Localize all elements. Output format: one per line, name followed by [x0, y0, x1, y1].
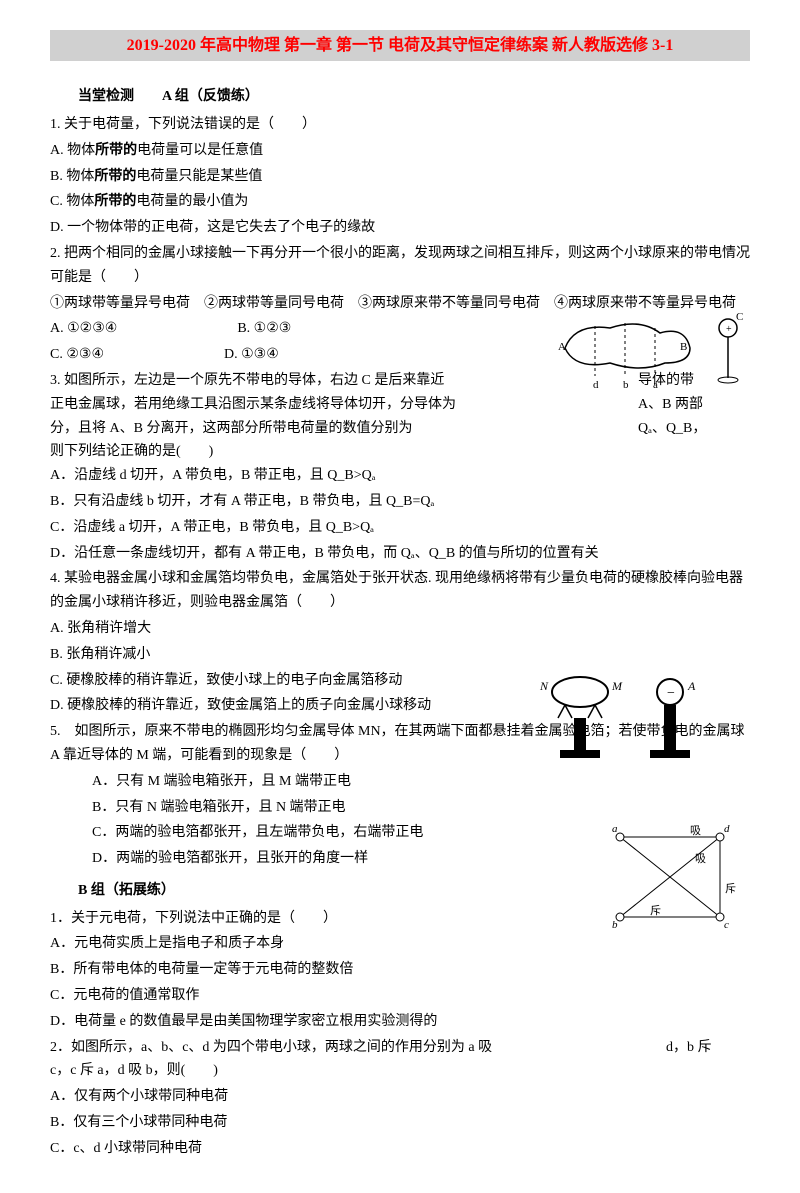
bq2-stem-left: 2．如图所示，a、b、c、d 为四个带电小球，两球之间的作用分别为 a 吸	[50, 1036, 568, 1060]
bq1-option-d: D．电荷量 e 的数值最早是由美国物理学家密立根用实验测得的	[50, 1010, 750, 1034]
b2-xi2: 吸	[695, 853, 706, 865]
q3-option-d: D．沿任意一条虚线切开，都有 A 带正电，B 带负电，而 Qₐ、Q_B 的值与所…	[50, 542, 750, 566]
q2-option-b: B. ①②③	[237, 317, 291, 341]
q3-label-a2: a	[653, 379, 658, 391]
b2-chi: 斥	[725, 882, 736, 895]
bq2-stem-right: d，b 斥	[666, 1036, 750, 1060]
q5-label-a: A	[687, 679, 696, 693]
q3-label-b2: b	[623, 379, 629, 391]
b2-xi1: 吸	[690, 825, 701, 837]
q5-minus: −	[667, 686, 675, 701]
group-a-header: 当堂检测 A 组（反馈练）	[50, 85, 750, 109]
q3-line1-left: 3. 如图所示，左边是一个原先不带电的导体，右边 C 是后来靠近	[50, 369, 512, 393]
bq2-option-b: B．仅有三个小球带同种电荷	[50, 1111, 750, 1135]
q2-option-d: D. ①③④	[224, 343, 279, 367]
q3-line4: 则下列结论正确的是( )	[50, 440, 750, 464]
bq2-line2: c，c 斥 a，d 吸 b，则( )	[50, 1059, 750, 1083]
bq1-option-c: C．元电荷的值通常取作	[50, 984, 750, 1008]
q3-line2-left: 正电金属球，若用绝缘工具沿图示某条虚线将导体切开，分导体为	[50, 393, 512, 417]
question-1: 1. 关于电荷量，下列说法错误的是（ ）	[50, 113, 750, 137]
q5-label-m: M	[611, 679, 623, 693]
q2-option-a: A. ①②③④	[50, 317, 117, 341]
svg-text:+: +	[726, 324, 732, 335]
q3-option-b: B．只有沿虚线 b 切开，才有 A 带正电，B 带负电，且 Q_B=Qₐ	[50, 490, 750, 514]
q5-option-a: A．只有 M 端验电箱张开，且 M 端带正电	[50, 770, 750, 794]
b2-chi2: 斥	[650, 904, 661, 917]
q3-line3-left: 分，且将 A、B 分离开，这两部分所带电荷量的数值分别为	[50, 417, 512, 441]
q3-line3-right: Qₐ、Q_B，	[638, 417, 750, 441]
bq1-option-a: A．元电荷实质上是指电子和质子本身	[50, 932, 750, 956]
bold-text: 所带的	[94, 194, 136, 209]
q1-option-a: A. 物体所带的电荷量可以是任意值	[50, 139, 750, 163]
bq1-option-b: B．所有带电体的电荷量一定等于元电荷的整数倍	[50, 958, 750, 982]
b2-label-b: b	[612, 919, 618, 931]
bold-text: 所带的	[94, 169, 136, 184]
q3-label-b: B	[680, 341, 687, 353]
bold-text: 所带的	[95, 143, 137, 158]
q3-label-c: C	[736, 311, 743, 323]
figure-q5: N M − A	[530, 670, 710, 770]
document-title: 2019-2020 年高中物理 第一章 第一节 电荷及其守恒定律练案 新人教版选…	[50, 30, 750, 61]
q5-label-n: N	[539, 679, 549, 693]
bq2-option-a: A．仅有两个小球带同种电荷	[50, 1085, 750, 1109]
question-2: 2. 把两个相同的金属小球接触一下再分开一个很小的距离，发现两球之间相互排斥，则…	[50, 242, 750, 290]
q1-option-d: D. 一个物体带的正电荷，这是它失去了个电子的缘故	[50, 216, 750, 240]
q4-option-a: A. 张角稍许增大	[50, 617, 750, 641]
q3-option-c: C．沿虚线 a 切开，A 带正电，B 带负电，且 Q_B>Qₐ	[50, 516, 750, 540]
bq2-option-c: C．c、d 小球带同种电荷	[50, 1137, 750, 1161]
question-4: 4. 某验电器金属小球和金属箔均带负电，金属箔处于张开状态. 现用绝缘柄将带有少…	[50, 567, 750, 615]
q2-option-c: C. ②③④	[50, 343, 104, 367]
q5-option-b: B．只有 N 端验电箱张开，且 N 端带正电	[50, 796, 750, 820]
b2-label-c: c	[724, 919, 729, 931]
question-3-wrap: 3. 如图所示，左边是一个原先不带电的导体，右边 C 是后来靠近 导体的带 正电…	[50, 369, 750, 565]
b2-label-a: a	[612, 823, 618, 835]
figure-b2: a d b c 吸 吸 斥 斥	[600, 822, 740, 932]
q4-option-b: B. 张角稍许减小	[50, 643, 750, 667]
q3-label-a: A	[558, 341, 566, 353]
figure-q3: A B d b a C +	[550, 308, 750, 398]
q1-option-b: B. 物体所带的电荷量只能是某些值	[50, 165, 750, 189]
b2-label-d: d	[724, 823, 730, 835]
q3-label-d: d	[593, 379, 599, 391]
q3-option-a: A．沿虚线 d 切开，A 带负电，B 带正电，且 Q_B>Qₐ	[50, 464, 750, 488]
q1-option-c: C. 物体所带的电荷量的最小值为	[50, 190, 750, 214]
